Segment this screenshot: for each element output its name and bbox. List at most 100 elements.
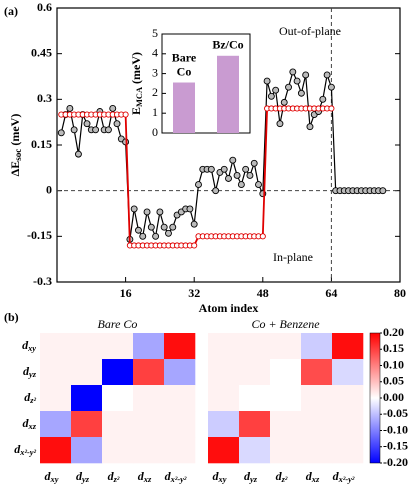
point bbox=[246, 171, 254, 179]
colorbar-tick-label: -0.10 bbox=[383, 422, 408, 436]
heatmap-title: Bare Co bbox=[98, 317, 138, 331]
label-main: d bbox=[306, 469, 313, 483]
label-sub: yz bbox=[28, 370, 37, 379]
y-tick-label: 3 bbox=[152, 65, 158, 79]
point bbox=[323, 71, 331, 79]
heatmap-cell bbox=[270, 333, 302, 360]
heatmap-cell bbox=[208, 437, 240, 464]
label-sub: xy bbox=[218, 475, 227, 484]
point bbox=[237, 181, 245, 189]
axis-label: dyz bbox=[23, 364, 37, 379]
axis-label: dz² bbox=[276, 469, 288, 484]
label-main: d bbox=[244, 469, 251, 483]
heatmap-cell bbox=[164, 385, 196, 412]
label-main: d bbox=[213, 469, 220, 483]
panel-label: (a) bbox=[4, 4, 18, 18]
heatmap-cell bbox=[239, 385, 271, 412]
label-main: E bbox=[129, 107, 143, 115]
heatmap-cell bbox=[270, 437, 302, 464]
y-tick-label: -0.3 bbox=[33, 274, 52, 288]
heatmap-cell bbox=[133, 437, 165, 464]
heatmap-cell bbox=[301, 333, 333, 360]
axis-label: dz² bbox=[108, 469, 120, 484]
point bbox=[207, 165, 215, 173]
colorbar-tick-label: 0.20 bbox=[383, 325, 404, 339]
heatmap-cell bbox=[332, 437, 364, 464]
heatmap-cell bbox=[208, 385, 240, 412]
label-sub: xz bbox=[28, 422, 37, 431]
point bbox=[190, 220, 198, 228]
heatmap-cell bbox=[301, 411, 333, 438]
point bbox=[186, 205, 194, 213]
label-main: d bbox=[23, 364, 30, 378]
heatmap-cell bbox=[164, 411, 196, 438]
heatmap-cell bbox=[239, 359, 271, 386]
bar bbox=[173, 82, 195, 133]
heatmap-cell bbox=[71, 411, 103, 438]
label-main: d bbox=[76, 469, 83, 483]
label-sub: xz bbox=[143, 475, 152, 484]
heatmap-cell bbox=[102, 411, 134, 438]
axis-label: dyz bbox=[76, 469, 90, 484]
x-tick-label: 16 bbox=[120, 286, 132, 300]
label-main: d bbox=[333, 469, 340, 483]
heatmap-cell bbox=[133, 359, 165, 386]
heatmap-cell bbox=[40, 437, 72, 464]
colorbar-tick-label: -0.05 bbox=[383, 406, 408, 420]
point bbox=[306, 123, 314, 131]
label-sub: z² bbox=[281, 475, 288, 484]
axis-label: dx²-y² bbox=[14, 442, 36, 457]
point bbox=[195, 181, 202, 189]
heatmap-cell bbox=[332, 359, 364, 386]
point bbox=[70, 126, 78, 134]
axis-label: dx²-y² bbox=[165, 469, 187, 484]
axis-label: dxz bbox=[306, 469, 320, 484]
label-sub: xy bbox=[27, 344, 36, 353]
x-tick-label: 64 bbox=[325, 286, 337, 300]
y-tick-label: 0.6 bbox=[37, 0, 52, 14]
point bbox=[297, 89, 305, 97]
point bbox=[319, 95, 327, 103]
heatmap-cell bbox=[332, 411, 364, 438]
y-tick-label: 2 bbox=[152, 85, 158, 99]
heatmap-cell bbox=[102, 359, 134, 386]
colorbar-tick-label: -0.20 bbox=[383, 455, 408, 469]
point bbox=[169, 223, 177, 231]
heatmap-cell bbox=[71, 359, 103, 386]
point bbox=[152, 232, 160, 240]
heatmap-cell bbox=[164, 359, 196, 386]
heatmap-cell bbox=[208, 359, 240, 386]
heatmap-cell bbox=[71, 333, 103, 360]
point bbox=[263, 77, 271, 85]
heatmap-cell bbox=[71, 437, 103, 464]
category-label: Co bbox=[177, 64, 192, 78]
annotation: In-plane bbox=[273, 250, 313, 264]
label-main: d bbox=[108, 469, 115, 483]
x-tick-label: 80 bbox=[394, 286, 406, 300]
heatmap-cell bbox=[301, 437, 333, 464]
colorbar-tick-label: -0.15 bbox=[383, 439, 408, 453]
label-sub: x²-y² bbox=[338, 475, 355, 484]
label-unit: (meV) bbox=[129, 52, 143, 84]
point bbox=[57, 129, 65, 137]
axis-label: dxz bbox=[23, 416, 37, 431]
heatmap-cell bbox=[40, 333, 72, 360]
label-main: d bbox=[138, 469, 145, 483]
point bbox=[165, 229, 172, 237]
point bbox=[113, 120, 121, 128]
colorbar bbox=[369, 332, 381, 464]
axis-label: dx²-y² bbox=[333, 469, 355, 484]
y-tick-label: -0.15 bbox=[27, 228, 52, 242]
heatmap-cell bbox=[239, 411, 271, 438]
y-tick-label: 0.3 bbox=[37, 91, 52, 105]
heatmap-cell bbox=[270, 359, 302, 386]
point bbox=[272, 86, 280, 94]
point bbox=[191, 242, 198, 249]
point bbox=[92, 126, 100, 134]
point bbox=[267, 92, 275, 100]
heatmap-cell bbox=[208, 333, 240, 360]
heatmap-cell bbox=[208, 411, 240, 438]
label-main: d bbox=[23, 416, 30, 430]
point bbox=[259, 233, 266, 240]
